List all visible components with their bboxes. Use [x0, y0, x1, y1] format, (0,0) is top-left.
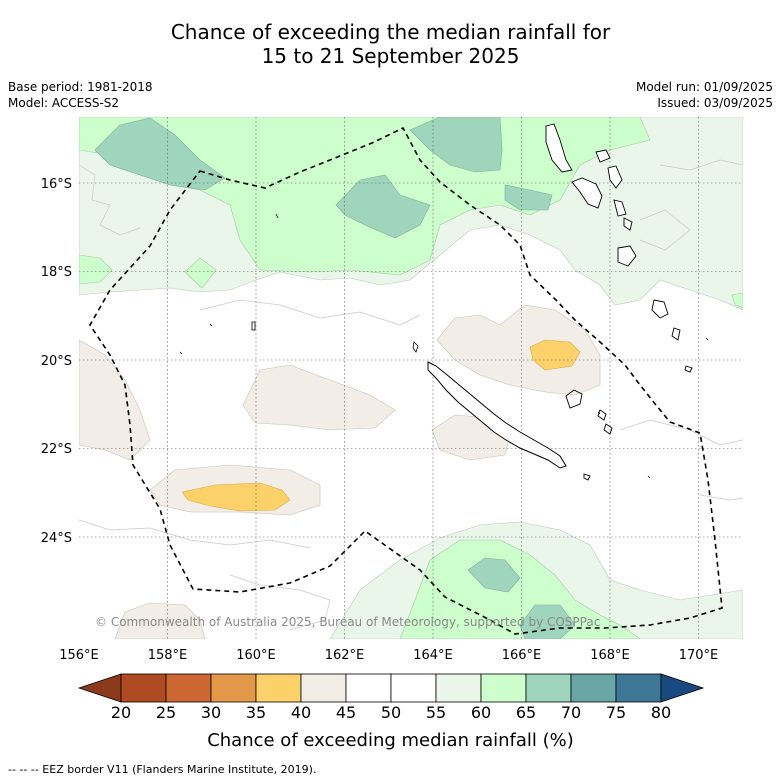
base-period-label: Base period: 1981-2018	[8, 80, 153, 94]
lon-tick-162: 162°E	[325, 648, 365, 663]
lon-tick-170: 170°E	[679, 648, 719, 663]
colorbar-bin-25-30	[165, 673, 212, 703]
model-label: Model: ACCESS-S2	[8, 96, 120, 110]
model-run-label: Model run: 01/09/2025	[635, 80, 773, 94]
colorbar-tick-50: 50	[380, 703, 402, 722]
band-40-45-east	[436, 304, 601, 396]
lon-tick-164: 164°E	[413, 648, 453, 663]
band-40-45-west	[79, 339, 151, 461]
eez-legend-footnote: -- -- -- EEZ border V11 (Flanders Marine…	[8, 763, 317, 776]
band-65-70-south	[467, 557, 521, 593]
colorbar-tick-80: 80	[650, 703, 672, 722]
band-65-70-northeast	[504, 184, 553, 211]
loyalty-islands	[565, 389, 613, 481]
new-caledonia-island	[427, 361, 567, 469]
probability-field: © Commonwealth of Australia 2025, Bureau…	[79, 117, 743, 639]
lon-tick-160: 160°E	[236, 648, 276, 663]
colorbar-tick-60: 60	[470, 703, 492, 722]
band-65-70-center	[335, 174, 431, 239]
colorbar-tick-75: 75	[605, 703, 627, 722]
band-60-65-small	[184, 257, 217, 289]
lat-tick-20s: 20°S	[41, 354, 72, 369]
contour-line-3	[639, 159, 743, 251]
colorbar-tick-65: 65	[515, 703, 537, 722]
colorbar-bin-40-45	[300, 673, 347, 703]
colorbar-tick-25: 25	[155, 703, 177, 722]
colorbar-bin-65-70	[525, 673, 572, 703]
contour-line-6	[229, 574, 331, 631]
colorbar-tick-20: 20	[110, 703, 132, 722]
band-65-70-southeast	[519, 604, 576, 639]
gridlines	[79, 117, 743, 639]
colorbar-bin-60-65	[480, 673, 527, 703]
copyright-notice: © Commonwealth of Australia 2025, Bureau…	[95, 615, 600, 629]
colorbar-tick-55: 55	[425, 703, 447, 722]
small-islets	[179, 213, 709, 479]
lon-tick-166: 166°E	[502, 648, 542, 663]
band-35-40-east	[529, 339, 581, 371]
colorbar-bin-70-75	[570, 673, 617, 703]
band-40-45-bottom	[114, 602, 206, 639]
colorbar-tick-70: 70	[560, 703, 582, 722]
band-65-70-northwest	[94, 117, 226, 191]
contour-line-4	[79, 519, 311, 549]
longitude-tick-labels: 156°E 158°E 160°E 162°E 164°E 166°E 168°…	[59, 648, 718, 663]
colorbar-bin-35-40	[255, 673, 302, 703]
lon-tick-158: 158°E	[148, 648, 188, 663]
colorbar-bin-45-50	[345, 673, 392, 703]
contour-line-1	[79, 164, 141, 236]
colorbar	[77, 673, 705, 703]
vanuatu-islands	[545, 123, 693, 373]
colorbar-tick-35: 35	[245, 703, 267, 722]
map-title-line1: Chance of exceeding the median rainfall …	[170, 20, 611, 44]
colorbar-tick-40: 40	[290, 703, 312, 722]
colorbar-tick-30: 30	[200, 703, 222, 722]
lat-tick-16s: 16°S	[41, 177, 72, 192]
lon-tick-168: 168°E	[590, 648, 630, 663]
latitude-tick-labels: 16°S 18°S 20°S 22°S 24°S	[41, 177, 72, 546]
band-35-40-southwest	[181, 482, 291, 512]
eez-border	[89, 126, 723, 635]
colorbar-bin-75-80	[615, 673, 662, 703]
lat-tick-24s: 24°S	[41, 531, 72, 546]
band-40-45-mid	[242, 364, 396, 431]
colorbar-bin-55-60	[435, 673, 482, 703]
colorbar-bin-20-25	[120, 673, 167, 703]
lon-tick-156: 156°E	[59, 648, 99, 663]
lat-tick-18s: 18°S	[41, 265, 72, 280]
band-60-65-west	[79, 254, 113, 285]
map-title-line2: 15 to 21 September 2025	[261, 44, 520, 68]
belep-islets	[412, 341, 419, 353]
colorbar-extend-low	[77, 673, 122, 703]
colorbar-bin-50-55	[390, 673, 437, 703]
colorbar-extend-high	[660, 673, 705, 703]
band-60-65-east	[731, 292, 743, 309]
contour-line-2	[199, 299, 421, 326]
colorbar-bin-30-35	[210, 673, 257, 703]
colorbar-title: Chance of exceeding median rainfall (%)	[207, 730, 574, 751]
lat-tick-22s: 22°S	[41, 442, 72, 457]
issued-label: Issued: 03/09/2025	[657, 96, 773, 110]
colorbar-tick-45: 45	[335, 703, 357, 722]
band-65-70-north	[409, 117, 503, 173]
